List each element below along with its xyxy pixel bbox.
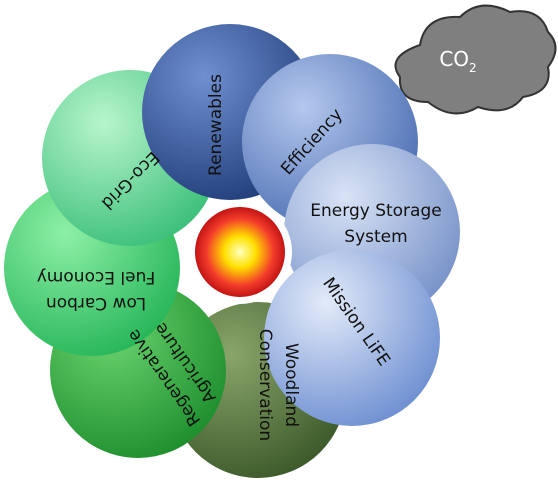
- petal-label: Energy Storage System: [310, 201, 441, 247]
- petal-text: Conservation: [255, 329, 275, 441]
- petal-text: Renewables: [206, 74, 226, 176]
- petal-label: Woodland Conservation: [255, 329, 301, 441]
- cloud: CO2: [394, 4, 557, 115]
- petal-text: Low Carbon: [46, 293, 146, 313]
- petal: [264, 250, 440, 426]
- petal-text: Energy Storage: [310, 201, 441, 221]
- petal-text: Woodland: [281, 343, 301, 427]
- petal-label: Low Carbon Fuel Economy: [37, 267, 156, 313]
- cloud-text: CO2: [439, 47, 476, 75]
- hub: [195, 207, 285, 297]
- petal-text: Fuel Economy: [37, 267, 156, 287]
- petal-label: Renewables: [206, 74, 226, 176]
- petal-text: System: [344, 227, 407, 247]
